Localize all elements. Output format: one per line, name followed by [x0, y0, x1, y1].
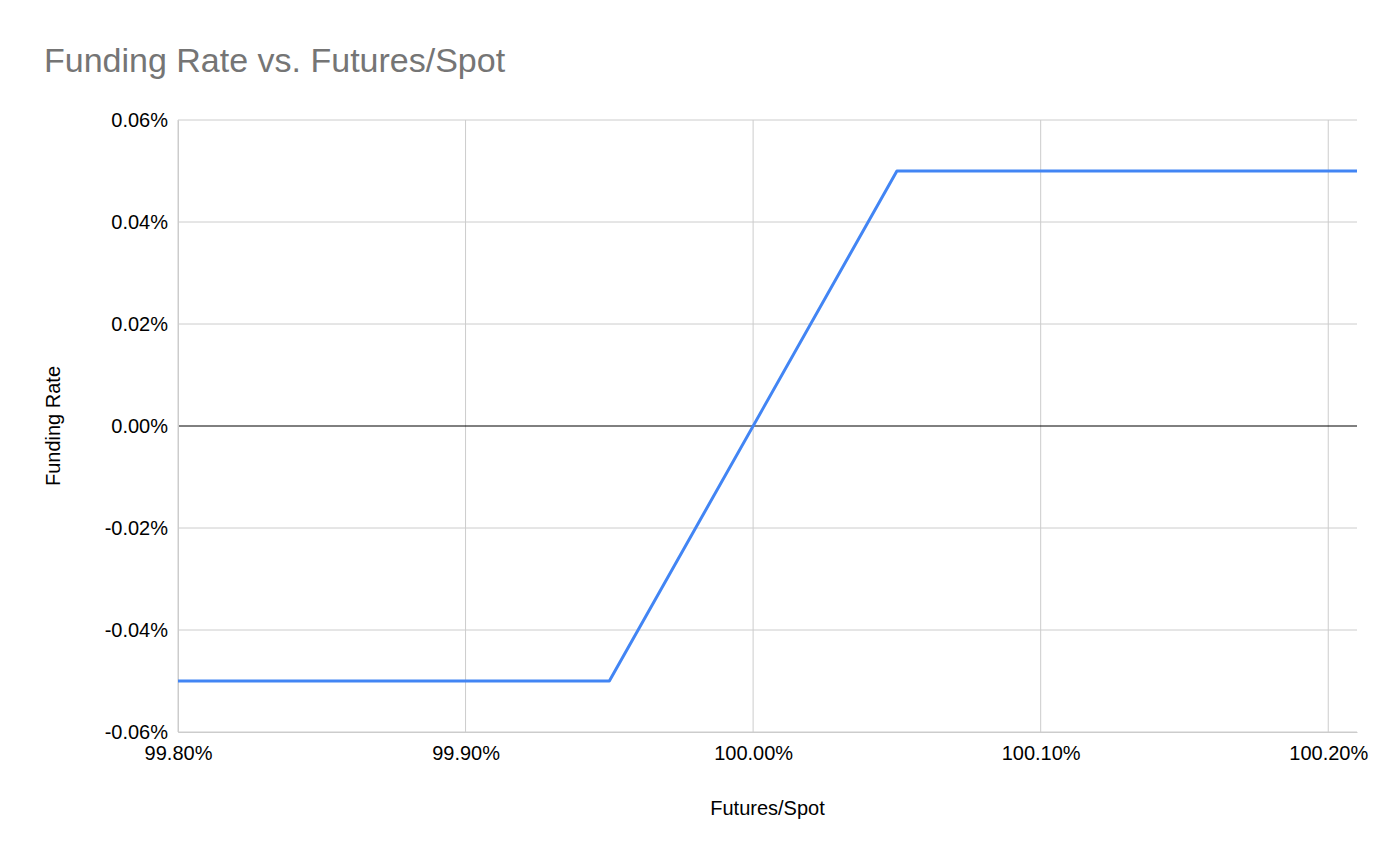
zero-line: [178, 426, 1357, 427]
x-axis-line: [179, 732, 1358, 733]
y-grid-line: [178, 630, 1357, 631]
y-grid-line: [178, 120, 1357, 121]
y-tick: -0.02%: [105, 517, 178, 539]
title: Funding Rate vs. Futures/Spot: [44, 41, 506, 79]
x-tick-label: 99.90%: [432, 742, 500, 764]
y-axis-line: [178, 121, 179, 733]
chart: 99.80%99.90%100.00%100.10%100.20%-0.06%-…: [0, 0, 1400, 864]
x-tick: 100.20%: [1289, 732, 1368, 764]
y-tick-label: -0.02%: [105, 517, 169, 539]
y-tick-label: 0.04%: [111, 211, 168, 233]
x-tick-label: 99.80%: [145, 742, 213, 764]
y-tick-label: 0.06%: [111, 109, 168, 131]
x-tick-label: 100.10%: [1002, 742, 1081, 764]
x-tick: 100.00%: [714, 732, 793, 764]
plot-area: [178, 171, 1357, 681]
x-grid-line: [178, 120, 179, 732]
y-tick-label: 0.00%: [111, 415, 168, 437]
x-tick: 100.10%: [1002, 732, 1081, 764]
y-tick: -0.04%: [105, 619, 178, 641]
y-tick: 0.04%: [111, 211, 178, 233]
x-tick-label: 100.20%: [1289, 742, 1368, 764]
y-tick: 0.02%: [111, 313, 178, 335]
y-tick: -0.06%: [105, 721, 178, 743]
x-tick-label: 100.00%: [714, 742, 793, 764]
x-axis-title: Futures/Spot: [710, 797, 825, 819]
y-tick: 0.06%: [111, 109, 178, 131]
y-axis: -0.06% -0.04% -0.02% 0.00% 0.02% 0.04% 0.06%: [105, 109, 179, 743]
grid: [178, 120, 1357, 732]
x-tick: 99.90%: [432, 732, 500, 764]
y-grid-line: [178, 528, 1357, 529]
y-tick-label: 0.02%: [111, 313, 168, 335]
y-axis-title: Funding Rate: [42, 366, 64, 486]
y-tick: 0.00%: [111, 415, 178, 437]
line: [178, 171, 1357, 681]
y-tick-label: -0.04%: [105, 619, 169, 641]
y-tick-label: -0.06%: [105, 721, 169, 743]
y-grid-line: [178, 324, 1357, 325]
x-axis: 99.80% 99.90% 100.00% 100.10% 100.20%: [145, 732, 1369, 764]
y-grid-line: [178, 222, 1357, 223]
y-grid-line: [178, 732, 1357, 733]
